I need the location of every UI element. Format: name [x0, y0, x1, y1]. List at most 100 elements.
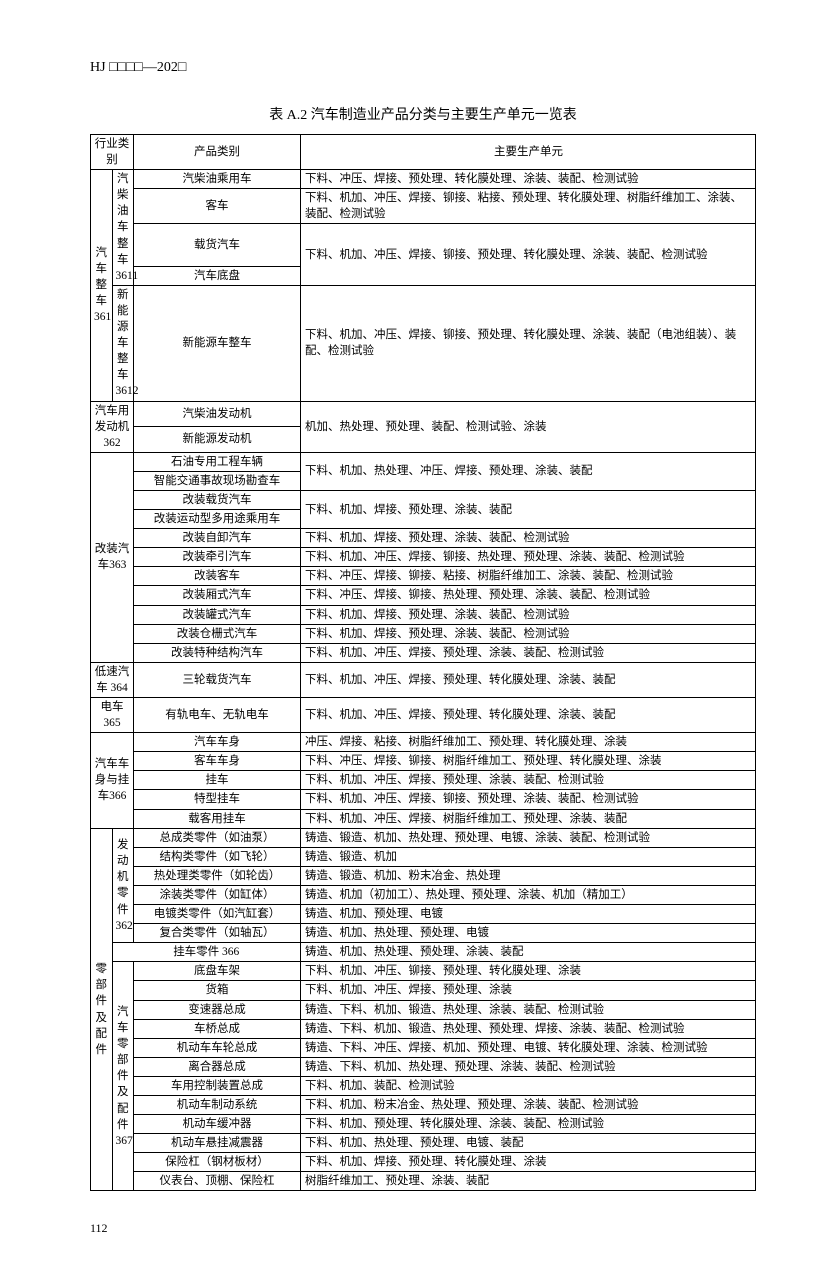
product-cell: 载客用挂车	[134, 809, 301, 828]
table-row: 特型挂车 下料、机加、冲压、焊接、铆接、预处理、涂装、装配、检测试验	[91, 790, 756, 809]
sub-cell: 挂车零件 366	[112, 943, 301, 962]
unit-cell: 下料、机加、热处理、预处理、电镀、装配	[301, 1134, 756, 1153]
table-row: 挂车零件 366 铸造、机加、热处理、预处理、涂装、装配	[91, 943, 756, 962]
product-cell: 新能源车整车	[134, 285, 301, 401]
product-cell: 电镀类零件（如汽缸套）	[134, 905, 301, 924]
sub-cell: 汽柴油车整车3611	[112, 170, 134, 286]
unit-cell: 下料、机加、冲压、焊接、预处理、涂装、装配、检测试验	[301, 643, 756, 662]
table-row: 仪表台、顶棚、保险杠 树脂纤维加工、预处理、涂装、装配	[91, 1172, 756, 1191]
sub-cell: 新能源车整车3612	[112, 285, 134, 401]
table-row: 零部件及配件 发动机零件362 总成类零件（如油泵） 铸造、锻造、机加、热处理、…	[91, 828, 756, 847]
table-row: 客车 下料、机加、冲压、焊接、铆接、粘接、预处理、转化膜处理、树脂纤维加工、涂装…	[91, 189, 756, 224]
unit-cell: 铸造、下料、机加、锻造、热处理、涂装、装配、检测试验	[301, 1000, 756, 1019]
table-row: 车桥总成 铸造、下料、机加、锻造、热处理、预处理、焊接、涂装、装配、检测试验	[91, 1019, 756, 1038]
table-row: 挂车 下料、机加、冲压、焊接、预处理、涂装、装配、检测试验	[91, 771, 756, 790]
unit-cell: 下料、机加、焊接、预处理、涂装、装配、检测试验	[301, 529, 756, 548]
product-cell: 热处理类零件（如轮齿）	[134, 866, 301, 885]
table-row: 机动车悬挂减震器 下料、机加、热处理、预处理、电镀、装配	[91, 1134, 756, 1153]
unit-cell: 下料、冲压、焊接、预处理、转化膜处理、涂装、装配、检测试验	[301, 170, 756, 189]
table-row: 改装载货汽车 下料、机加、焊接、预处理、涂装、装配	[91, 490, 756, 509]
table-row: 新能源车整车3612 新能源车整车 下料、机加、冲压、焊接、铆接、预处理、转化膜…	[91, 285, 756, 401]
table-row: 离合器总成 铸造、下料、机加、热处理、预处理、涂装、装配、检测试验	[91, 1057, 756, 1076]
unit-cell: 铸造、机加、预处理、电镀	[301, 905, 756, 924]
industry-cell: 汽车整车361	[91, 170, 113, 401]
table-row: 车用控制装置总成 下料、机加、装配、检测试验	[91, 1076, 756, 1095]
unit-cell: 下料、冲压、焊接、铆接、热处理、预处理、涂装、装配、检测试验	[301, 586, 756, 605]
unit-cell: 铸造、机加、热处理、预处理、电镀	[301, 924, 756, 943]
unit-cell: 下料、冲压、焊接、铆接、树脂纤维加工、预处理、转化膜处理、涂装	[301, 752, 756, 771]
unit-cell: 下料、机加、粉末冶金、热处理、预处理、涂装、装配、检测试验	[301, 1095, 756, 1114]
table-row: 复合类零件（如轴瓦） 铸造、机加、热处理、预处理、电镀	[91, 924, 756, 943]
table-row: 载货汽车 下料、机加、冲压、焊接、铆接、预处理、转化膜处理、涂装、装配、检测试验	[91, 224, 756, 266]
table-row: 改装客车 下料、冲压、焊接、铆接、粘接、树脂纤维加工、涂装、装配、检测试验	[91, 567, 756, 586]
product-cell: 结构类零件（如飞轮）	[134, 847, 301, 866]
product-cell: 离合器总成	[134, 1057, 301, 1076]
table-header-row: 行业类别 产品类别 主要生产单元	[91, 135, 756, 170]
unit-cell: 下料、机加、装配、检测试验	[301, 1076, 756, 1095]
unit-cell: 下料、机加、冲压、焊接、预处理、转化膜处理、涂装、装配	[301, 698, 756, 733]
product-cell: 变速器总成	[134, 1000, 301, 1019]
table-row: 改装厢式汽车 下料、冲压、焊接、铆接、热处理、预处理、涂装、装配、检测试验	[91, 586, 756, 605]
product-cell: 新能源发动机	[134, 427, 301, 453]
table-row: 涂装类零件（如缸体） 铸造、机加（初加工）、热处理、预处理、涂装、机加（精加工）	[91, 885, 756, 904]
product-cell: 涂装类零件（如缸体）	[134, 885, 301, 904]
unit-cell: 下料、冲压、焊接、铆接、粘接、树脂纤维加工、涂装、装配、检测试验	[301, 567, 756, 586]
product-cell: 载货汽车	[134, 224, 301, 266]
industry-cell: 改装汽车363	[91, 452, 134, 662]
unit-cell: 下料、机加、预处理、转化膜处理、涂装、装配、检测试验	[301, 1115, 756, 1134]
sub-cell: 发动机零件362	[112, 828, 134, 943]
table-row: 载客用挂车 下料、机加、冲压、焊接、树脂纤维加工、预处理、涂装、装配	[91, 809, 756, 828]
table-row: 客车车身 下料、冲压、焊接、铆接、树脂纤维加工、预处理、转化膜处理、涂装	[91, 752, 756, 771]
table-row: 改装仓栅式汽车 下料、机加、焊接、预处理、涂装、装配、检测试验	[91, 624, 756, 643]
unit-cell: 机加、热处理、预处理、装配、检测试验、涂装	[301, 401, 756, 452]
table-row: 低速汽车 364 三轮载货汽车 下料、机加、冲压、焊接、预处理、转化膜处理、涂装…	[91, 662, 756, 697]
product-cell: 特型挂车	[134, 790, 301, 809]
unit-cell: 下料、机加、冲压、焊接、铆接、预处理、涂装、装配、检测试验	[301, 790, 756, 809]
unit-cell: 下料、机加、冲压、焊接、预处理、转化膜处理、涂装、装配	[301, 662, 756, 697]
industry-cell: 零部件及配件	[91, 828, 113, 1191]
product-cell: 汽车底盘	[134, 266, 301, 285]
product-cell: 客车车身	[134, 752, 301, 771]
product-cell: 车桥总成	[134, 1019, 301, 1038]
product-cell: 总成类零件（如油泵）	[134, 828, 301, 847]
product-cell: 汽柴油发动机	[134, 401, 301, 427]
table-title: 表 A.2 汽车制造业产品分类与主要生产单元一览表	[90, 104, 756, 124]
unit-cell: 下料、机加、冲压、焊接、铆接、预处理、转化膜处理、涂装、装配、检测试验	[301, 224, 756, 285]
table-row: 机动车车轮总成 铸造、下料、冲压、焊接、机加、预处理、电镀、转化膜处理、涂装、检…	[91, 1038, 756, 1057]
product-cell: 改装运动型多用途乘用车	[134, 510, 301, 529]
product-cell: 改装载货汽车	[134, 490, 301, 509]
unit-cell: 冲压、焊接、粘接、树脂纤维加工、预处理、转化膜处理、涂装	[301, 733, 756, 752]
product-cell: 机动车缓冲器	[134, 1115, 301, 1134]
unit-cell: 铸造、下料、冲压、焊接、机加、预处理、电镀、转化膜处理、涂装、检测试验	[301, 1038, 756, 1057]
unit-cell: 下料、机加、冲压、焊接、铆接、预处理、转化膜处理、涂装、装配（电池组装）、装配、…	[301, 285, 756, 401]
product-cell: 三轮载货汽车	[134, 662, 301, 697]
unit-cell: 铸造、锻造、机加、粉末冶金、热处理	[301, 866, 756, 885]
product-cell: 改装仓栅式汽车	[134, 624, 301, 643]
col-header-unit: 主要生产单元	[301, 135, 756, 170]
product-cell: 有轨电车、无轨电车	[134, 698, 301, 733]
product-cell: 改装罐式汽车	[134, 605, 301, 624]
product-cell: 复合类零件（如轴瓦）	[134, 924, 301, 943]
product-cell: 挂车	[134, 771, 301, 790]
product-cell: 智能交通事故现场勘查车	[134, 471, 301, 490]
product-cell: 改装牵引汽车	[134, 548, 301, 567]
product-cell: 货箱	[134, 981, 301, 1000]
product-cell: 改装客车	[134, 567, 301, 586]
table-row: 变速器总成 铸造、下料、机加、锻造、热处理、涂装、装配、检测试验	[91, 1000, 756, 1019]
unit-cell: 铸造、锻造、机加	[301, 847, 756, 866]
unit-cell: 下料、机加、热处理、冲压、焊接、预处理、涂装、装配	[301, 452, 756, 490]
product-cell: 改装自卸汽车	[134, 529, 301, 548]
unit-cell: 下料、机加、冲压、焊接、铆接、粘接、预处理、转化膜处理、树脂纤维加工、涂装、装配…	[301, 189, 756, 224]
product-cell: 改装厢式汽车	[134, 586, 301, 605]
product-cell: 机动车车轮总成	[134, 1038, 301, 1057]
unit-cell: 铸造、机加（初加工）、热处理、预处理、涂装、机加（精加工）	[301, 885, 756, 904]
unit-cell: 下料、机加、焊接、预处理、涂装、装配、检测试验	[301, 605, 756, 624]
table-row: 汽车零部件及配件367 底盘车架 下料、机加、冲压、铆接、预处理、转化膜处理、涂…	[91, 962, 756, 981]
doc-header: HJ □□□□—202□	[90, 60, 756, 76]
product-cell: 客车	[134, 189, 301, 224]
unit-cell: 下料、机加、冲压、焊接、铆接、热处理、预处理、涂装、装配、检测试验	[301, 548, 756, 567]
industry-cell: 汽车用发动机362	[91, 401, 134, 452]
table-row: 电车 365 有轨电车、无轨电车 下料、机加、冲压、焊接、预处理、转化膜处理、涂…	[91, 698, 756, 733]
product-cell: 机动车悬挂减震器	[134, 1134, 301, 1153]
table-row: 电镀类零件（如汽缸套） 铸造、机加、预处理、电镀	[91, 905, 756, 924]
